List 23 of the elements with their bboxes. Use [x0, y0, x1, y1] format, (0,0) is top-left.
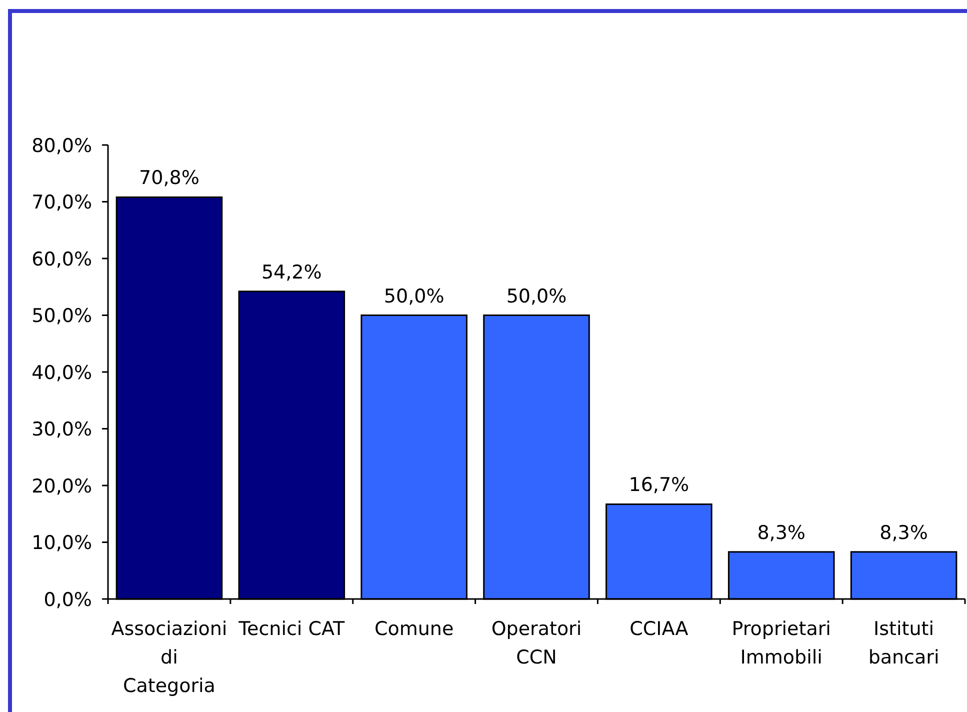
- y-tick-label: 30,0%: [32, 418, 92, 441]
- x-tick-label: Tecnici CAT: [238, 618, 346, 640]
- x-tick-label: Istituti bancari: [868, 618, 940, 668]
- x-tick-label: Comune: [374, 618, 454, 640]
- y-tick-label: 70,0%: [32, 192, 92, 214]
- x-tick-label: CCIAA: [630, 618, 688, 640]
- y-tick-label: 10,0%: [32, 532, 92, 554]
- data-label: 50,0%: [506, 285, 567, 308]
- y-tick-label: 50,0%: [32, 305, 92, 328]
- data-label: 16,7%: [628, 474, 690, 496]
- data-label: 70,8%: [139, 167, 200, 190]
- y-tick-label: 80,0%: [32, 134, 92, 157]
- y-tick-label: 0,0%: [44, 588, 92, 611]
- y-tick-label: 40,0%: [32, 362, 92, 384]
- x-tick-label: Operatori CCN: [491, 618, 582, 668]
- y-tick-label: 20,0%: [32, 475, 92, 498]
- x-tick-label: Proprietari Immobili: [732, 618, 831, 668]
- x-tick-label: Associazioni di Categoria: [111, 618, 228, 697]
- data-label: 54,2%: [261, 261, 322, 284]
- data-label: 8,3%: [880, 522, 928, 544]
- y-tick-label: 60,0%: [32, 248, 92, 270]
- data-label: 50,0%: [384, 285, 444, 308]
- data-label: 8,3%: [757, 522, 806, 544]
